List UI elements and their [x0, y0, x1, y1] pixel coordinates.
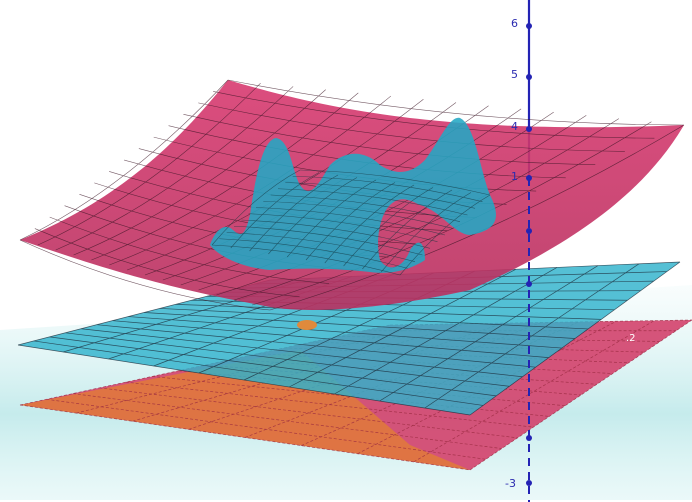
plane-corner-label: .2 [626, 333, 636, 344]
cyan-peaks-surface[interactable] [210, 117, 496, 276]
z-axis-tick-marks [526, 23, 532, 486]
surface-minimum-spot [297, 320, 317, 330]
middle-plane[interactable] [17, 261, 681, 416]
z-tick-label-minus3: -3 [505, 477, 516, 490]
z-tick-label-1: 1 [511, 170, 518, 183]
z-tick-label-5: 5 [511, 68, 518, 81]
z-tick-label-4: 4 [511, 120, 518, 133]
z-tick-label-6: 6 [511, 17, 518, 30]
